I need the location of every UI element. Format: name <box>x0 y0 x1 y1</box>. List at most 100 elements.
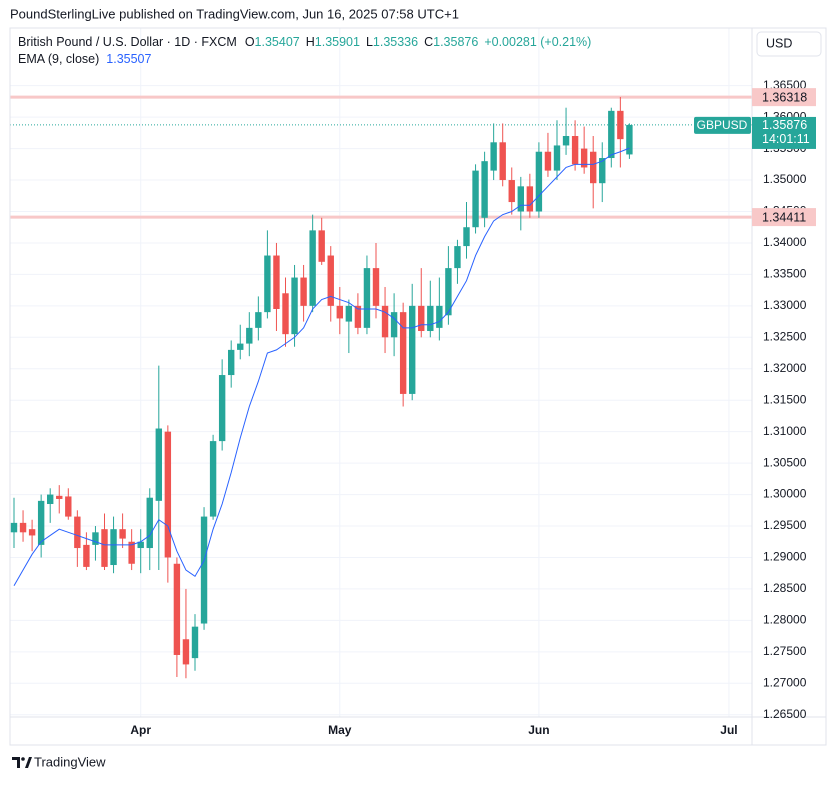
y-tick-label: 1.26500 <box>763 707 807 721</box>
x-tick-label: Jun <box>528 723 549 737</box>
countdown-label: 14:01:11 <box>762 132 810 146</box>
y-tick-label: 1.33500 <box>763 267 807 281</box>
ohlc-key: O <box>245 35 255 49</box>
last-price-box <box>752 116 816 149</box>
change: +0.00281 (+0.21%) <box>484 35 591 49</box>
candle-body <box>28 529 36 536</box>
x-tick-label: Apr <box>130 723 151 737</box>
candle-body <box>47 494 54 505</box>
candle-body <box>173 563 181 655</box>
candle-body <box>336 305 343 319</box>
candle-body <box>264 255 271 313</box>
ohlc-key: H <box>306 35 315 49</box>
candle-body <box>418 305 425 332</box>
candle-body <box>381 305 389 338</box>
candles <box>10 97 633 679</box>
candle-body <box>146 497 153 549</box>
candle-body <box>92 532 99 545</box>
overlay <box>13 147 630 587</box>
candle-body <box>481 161 488 218</box>
candle-body <box>490 142 497 171</box>
candle-body <box>255 312 262 328</box>
candle-body <box>472 170 479 228</box>
candle-body <box>599 158 606 184</box>
candle-body <box>246 327 253 344</box>
candle-body <box>608 110 615 159</box>
candle-body <box>282 293 289 335</box>
candle-body <box>508 180 515 203</box>
candle-body <box>19 522 27 533</box>
y-tick-label: 1.31500 <box>763 392 807 406</box>
legend-symbol: British Pound / U.S. Dollar · 1D · FXCM O… <box>18 35 591 49</box>
candle-body <box>228 349 235 376</box>
candle-body <box>191 626 199 659</box>
indicator-legend: EMA (9, close) 1.35507 <box>18 52 152 66</box>
x-tick-label: May <box>328 723 352 737</box>
candle-body <box>200 516 208 624</box>
candle-body <box>544 151 552 171</box>
candle-body <box>10 522 18 533</box>
candle-body <box>562 136 570 146</box>
candle-body <box>617 110 624 140</box>
candle-body <box>291 277 298 335</box>
candle-body <box>345 305 353 322</box>
ohlc-key: C <box>424 35 433 49</box>
candle-body <box>101 529 108 567</box>
candle-body <box>309 230 316 306</box>
y-tick-label: 1.31000 <box>763 424 807 438</box>
y-tick-label: 1.32000 <box>763 361 807 375</box>
candle-body <box>372 268 380 306</box>
y-tick-label: 1.29500 <box>763 518 807 532</box>
candle-body <box>409 305 416 394</box>
candle-body <box>390 312 398 338</box>
brand: TradingView <box>34 754 106 769</box>
candle-body <box>209 441 217 517</box>
candle-body <box>427 305 434 332</box>
symbol: British Pound / U.S. Dollar · 1D · FXCM <box>18 35 237 49</box>
candle-body <box>237 343 244 350</box>
candle-body <box>300 277 307 306</box>
candle-body <box>535 151 543 212</box>
candle-body <box>526 186 534 212</box>
candle-body <box>499 142 506 181</box>
candle-body <box>65 496 72 517</box>
candle-body <box>580 148 588 168</box>
y-tick-label: 1.32500 <box>763 329 807 343</box>
candle-body <box>463 227 470 247</box>
y-tick-label: 1.33000 <box>763 298 807 312</box>
candle-body <box>626 124 633 155</box>
y-tick-label: 1.35000 <box>763 172 807 186</box>
candle-body <box>128 541 135 564</box>
candle-body <box>37 500 45 545</box>
candle-body <box>571 136 579 165</box>
candle-body <box>119 529 126 539</box>
currency-box[interactable] <box>756 31 822 57</box>
candle-body <box>56 495 63 499</box>
last-price-label: 1.35876 <box>762 118 807 132</box>
x-tick-label: Jul <box>720 723 737 737</box>
candle-body <box>399 312 407 394</box>
y-tick-label: 1.27500 <box>763 644 807 658</box>
candle-body <box>553 145 561 171</box>
candle-body <box>110 529 117 566</box>
attribution: PoundSterlingLive published on TradingVi… <box>10 6 459 21</box>
level-label: 1.34411 <box>762 210 806 224</box>
candle-body <box>436 305 443 328</box>
ema-line <box>13 147 630 587</box>
brand-logo <box>12 757 32 768</box>
y-tick-label: 1.28500 <box>763 581 807 595</box>
indicator-name: EMA (9, close) <box>18 52 99 66</box>
y-tick-label: 1.34000 <box>763 235 807 249</box>
candle-body <box>164 431 172 558</box>
level-label-box <box>752 88 816 107</box>
symbol-label: GBPUSD <box>697 118 748 132</box>
level-label-box <box>752 208 816 227</box>
ohlc-value: 1.35901 <box>315 35 360 49</box>
symbol-label-box <box>694 116 751 134</box>
candle-body <box>137 541 144 549</box>
currency[interactable]: USD <box>766 36 792 50</box>
level-label: 1.36318 <box>762 90 807 104</box>
